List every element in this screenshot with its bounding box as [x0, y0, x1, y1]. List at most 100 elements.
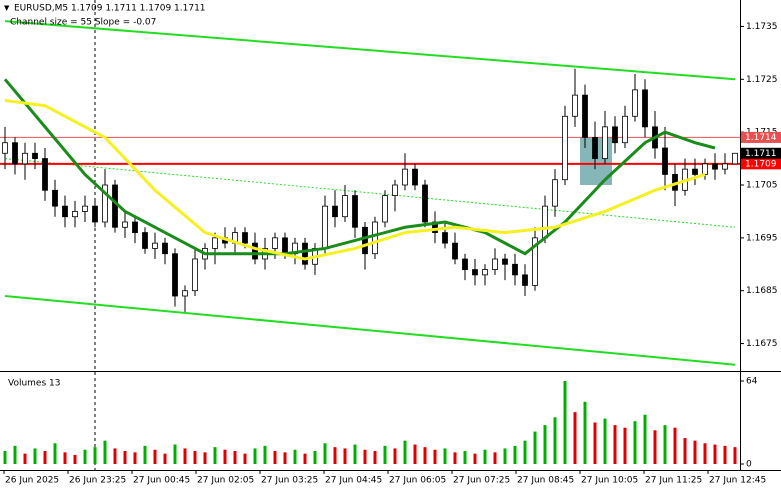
candle-body [132, 221, 138, 233]
candle-body [112, 184, 118, 228]
candle-body [392, 184, 398, 196]
price-box-label: 1.1711 [745, 149, 777, 159]
x-tick-label: 26 Jun 2025 [5, 476, 59, 486]
header: EURUSD,M5 1.1709 1.1711 1.1709 1.1711 [14, 4, 206, 14]
candle-body [272, 237, 278, 249]
moving-average [4, 98, 706, 261]
candle-body [212, 237, 218, 249]
candle-body [422, 184, 428, 223]
price-box [741, 158, 781, 170]
candle-body [632, 89, 638, 117]
candle-body [532, 237, 538, 286]
candle-body [542, 205, 548, 239]
plot: 1.17351.17251.17151.17051.16951.16851.16… [0, 20, 781, 486]
candle-body [42, 158, 48, 191]
candle-body [402, 168, 408, 186]
candle-body [382, 195, 388, 223]
candle-body [612, 126, 618, 144]
candle-body [242, 232, 248, 244]
candle-body [122, 221, 128, 228]
x-tick-label: 27 Jun 04:45 [325, 476, 382, 486]
candle-body [182, 290, 188, 297]
candle-body [662, 147, 668, 175]
candle-body [12, 142, 18, 165]
candle-body [562, 115, 568, 181]
candle-body [442, 232, 448, 244]
volume-tick-label: 0 [746, 460, 752, 470]
y-tick-label: 1.1705 [746, 181, 778, 191]
volume-label: Volumes 13 [8, 379, 60, 389]
candle-body [472, 269, 478, 276]
candle-body [342, 195, 348, 218]
candle-body [602, 126, 608, 159]
y-tick-label: 1.1695 [746, 233, 778, 243]
candle-body [482, 269, 488, 276]
candle-body [102, 184, 108, 223]
candle-body [172, 253, 178, 297]
candle-body [162, 242, 168, 255]
candle-body [522, 274, 528, 286]
candle-body [722, 163, 728, 170]
candle-body [352, 195, 358, 228]
price-box [741, 147, 781, 159]
candle-body [492, 258, 498, 270]
candle-body [142, 232, 148, 249]
candle-body [252, 242, 258, 260]
price-box-label: 1.1714 [745, 133, 777, 143]
x-tick-label: 27 Jun 02:05 [197, 476, 254, 486]
x-tick-label: 27 Jun 00:45 [133, 476, 190, 486]
y-tick-label: 1.1735 [746, 22, 778, 32]
candle-body [302, 242, 308, 265]
x-tick-label: 27 Jun 12:45 [709, 476, 766, 486]
candle-body [622, 115, 628, 144]
candle-body [32, 152, 38, 159]
x-tick-label: 27 Jun 06:05 [389, 476, 446, 486]
x-tick-label: 27 Jun 08:45 [517, 476, 574, 486]
candle-body [62, 205, 68, 218]
candle-body [72, 211, 78, 218]
volume-tick-label: 64 [746, 377, 758, 387]
candle-body [462, 258, 468, 270]
y-tick-label: 1.1725 [746, 75, 778, 85]
candle-body [152, 242, 158, 249]
candle-body [52, 189, 58, 207]
candle-body [572, 94, 578, 117]
x-tick-label: 27 Jun 11:25 [645, 476, 702, 486]
candle-body [22, 152, 28, 165]
indicator-text: Channel size = 55 Slope = -0.07 [10, 18, 156, 28]
candle-body [412, 168, 418, 186]
candle-body [502, 258, 508, 265]
candle-body [642, 89, 648, 128]
header-arrow: ▼ [4, 4, 10, 12]
candle-body [702, 163, 708, 175]
price-box [741, 131, 781, 143]
candle-body [82, 205, 88, 212]
candle-body [552, 179, 558, 207]
candle-body [92, 205, 98, 223]
moving-average [3, 78, 716, 256]
candle-body [332, 205, 338, 218]
candle-body [2, 142, 8, 154]
candle-body [362, 226, 368, 255]
x-tick-label: 27 Jun 03:25 [261, 476, 318, 486]
y-tick-label: 1.1685 [746, 286, 778, 296]
candle-body [372, 221, 378, 255]
candle-body [692, 168, 698, 175]
candle-body [322, 205, 328, 249]
candle-body [512, 263, 518, 276]
candle-body [452, 242, 458, 260]
x-tick-label: 27 Jun 10:05 [581, 476, 638, 486]
candle-body [582, 94, 588, 138]
candle-body [192, 258, 198, 292]
x-tick-label: 26 Jun 23:25 [69, 476, 126, 486]
price-box-label: 1.1709 [745, 159, 777, 169]
candle-body [282, 237, 288, 255]
channel-line [4, 20, 736, 81]
x-tick-label: 27 Jun 07:25 [453, 476, 510, 486]
y-tick-label: 1.1675 [746, 339, 778, 349]
candle-body [712, 163, 718, 170]
candle-body [592, 137, 598, 159]
